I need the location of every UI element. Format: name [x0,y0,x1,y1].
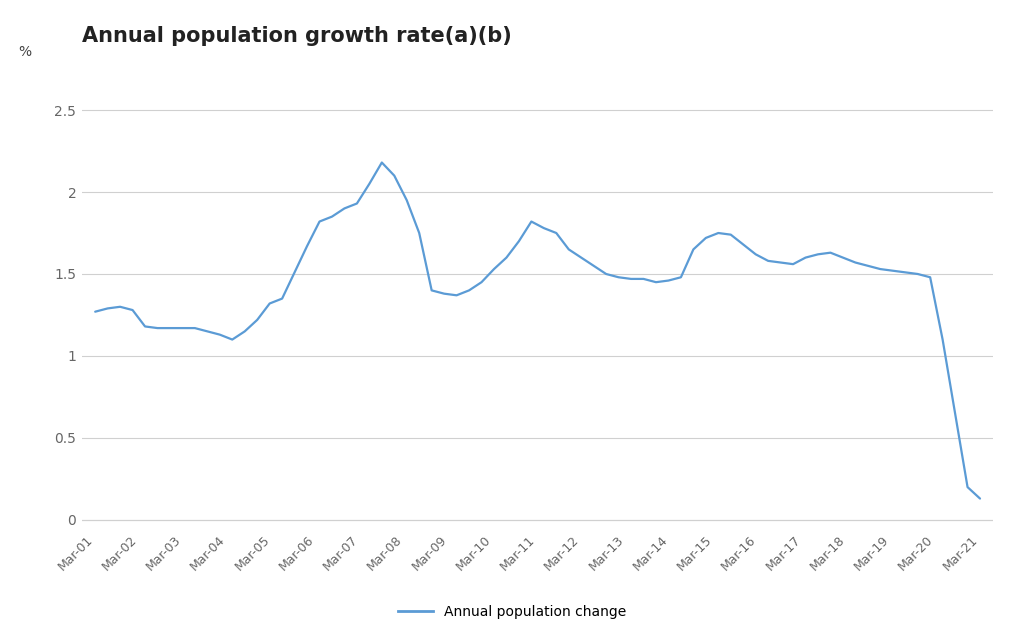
Legend: Annual population change: Annual population change [392,599,632,624]
Text: %: % [18,45,32,59]
Text: Annual population growth rate(a)(b): Annual population growth rate(a)(b) [82,26,512,46]
